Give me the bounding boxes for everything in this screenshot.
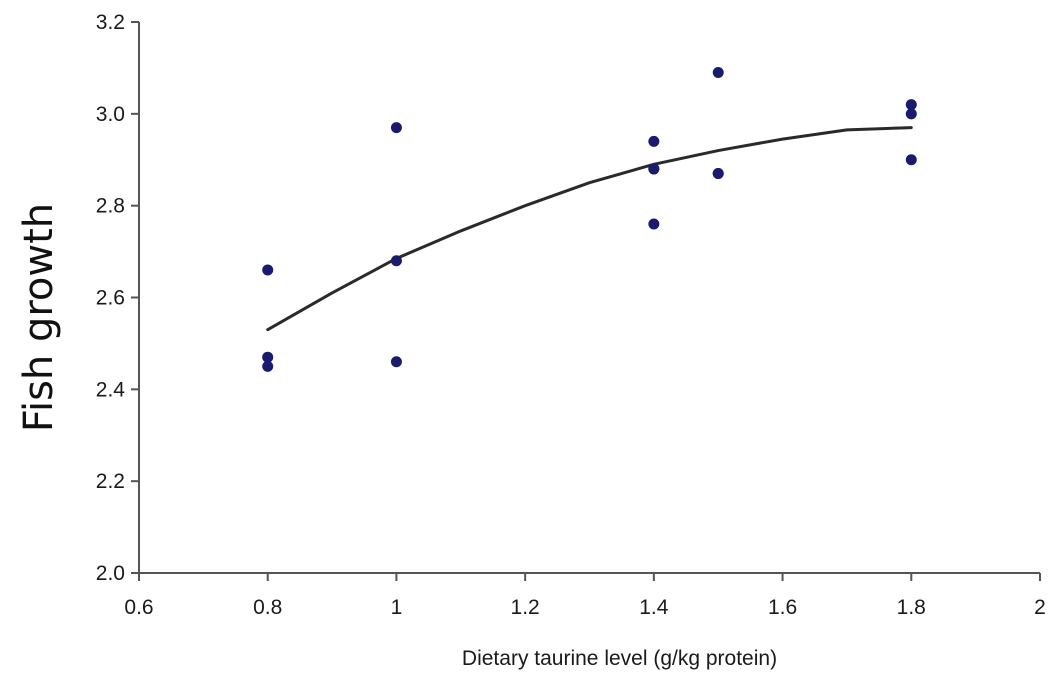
y-tick-label: 2.8 xyxy=(96,195,125,218)
trendline-group xyxy=(266,126,913,332)
x-axis-ticks: 0.6 0.8 1 1.2 1.4 1.6 1.8 2 xyxy=(124,573,1046,619)
y-tick-label: 3.2 xyxy=(96,11,125,34)
data-point xyxy=(648,218,660,230)
data-point xyxy=(648,163,660,175)
data-point xyxy=(390,255,402,267)
x-tick-label: 1.6 xyxy=(768,596,797,619)
x-tick-label: 2 xyxy=(1034,596,1046,619)
y-tick-label: 2.2 xyxy=(96,470,125,493)
y-axis-title: Fish growth xyxy=(16,203,62,432)
y-tick-label: 2.6 xyxy=(96,287,125,310)
trendline xyxy=(266,126,913,332)
data-point xyxy=(262,264,274,276)
y-tick-label: 2.4 xyxy=(96,378,126,401)
x-tick-label: 0.6 xyxy=(124,596,153,619)
data-point xyxy=(262,351,274,363)
data-points xyxy=(262,67,917,372)
x-axis-title: Dietary taurine level (g/kg protein) xyxy=(462,647,777,670)
x-tick-label: 1.8 xyxy=(897,596,926,619)
x-tick-label: 1 xyxy=(391,596,403,619)
x-tick-label: 0.8 xyxy=(253,596,282,619)
y-axis-ticks: 2.0 2.2 2.4 2.6 2.8 3.0 3.2 xyxy=(96,11,139,585)
data-point xyxy=(712,67,724,79)
y-tick-label: 2.0 xyxy=(96,562,125,585)
data-point xyxy=(905,154,917,166)
x-tick-label: 1.4 xyxy=(639,596,669,619)
data-point xyxy=(905,99,917,111)
data-point xyxy=(712,168,724,180)
data-point xyxy=(390,356,402,368)
data-point xyxy=(390,122,402,134)
data-point xyxy=(262,360,274,372)
axes xyxy=(138,22,1040,574)
y-tick-label: 3.0 xyxy=(96,103,125,126)
data-point xyxy=(648,135,660,147)
x-tick-label: 1.2 xyxy=(511,596,540,619)
data-point xyxy=(905,108,917,120)
